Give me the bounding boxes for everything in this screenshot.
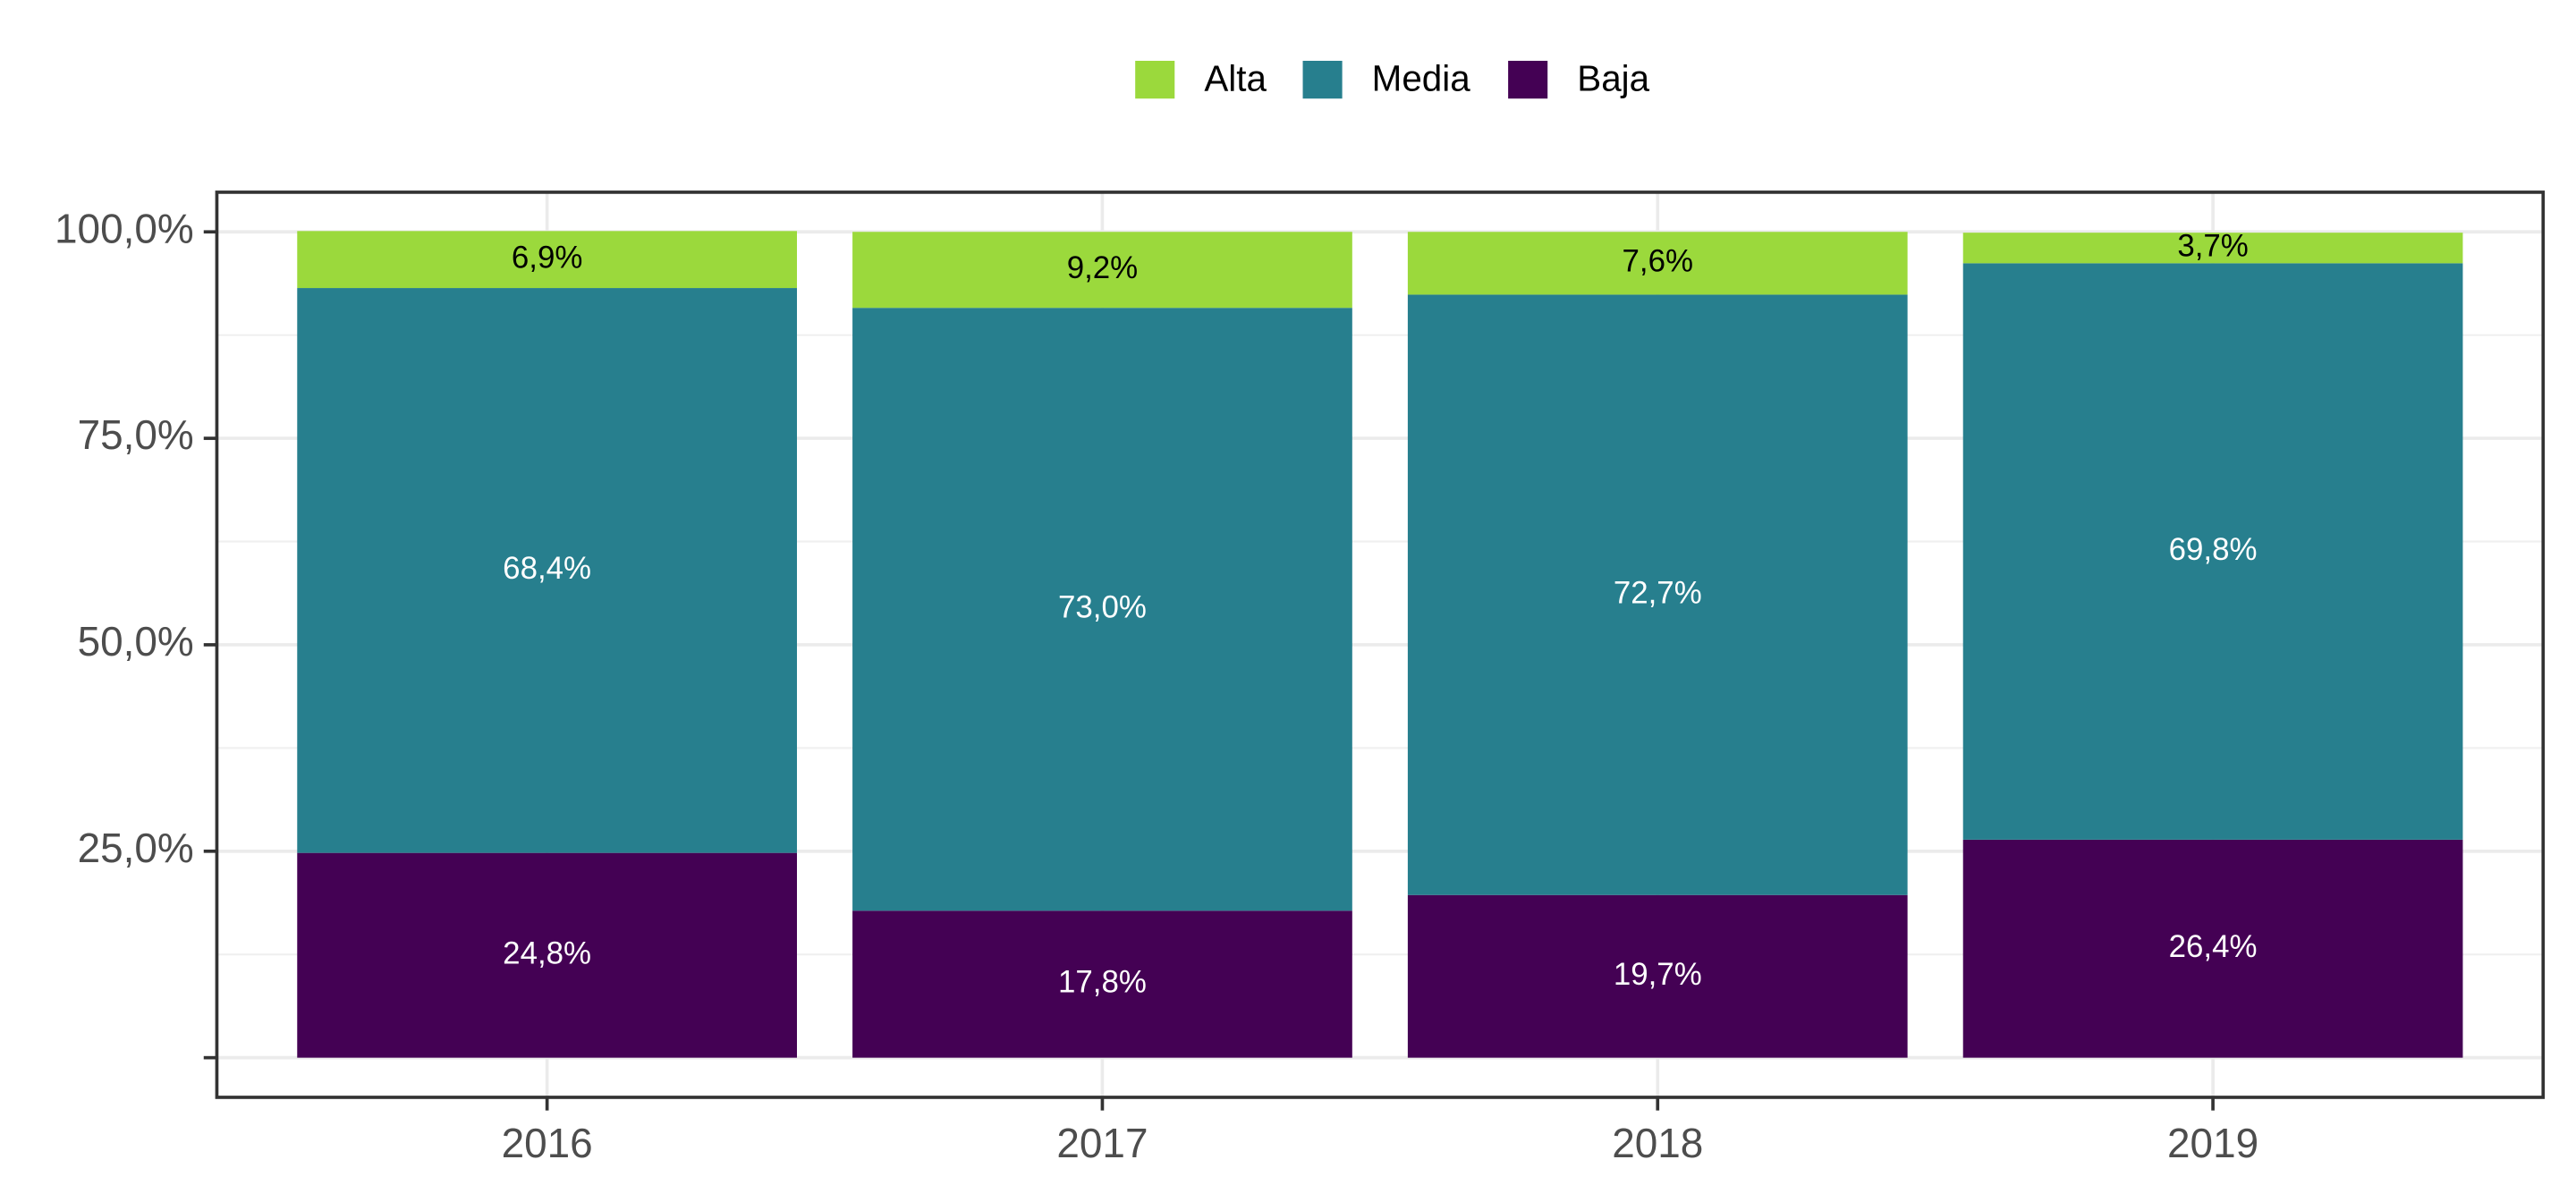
value-label: 26,4% xyxy=(2169,929,2258,964)
bar-segment xyxy=(852,232,1352,309)
value-label: 6,9% xyxy=(512,240,582,275)
legend-label: Baja xyxy=(1577,58,1649,99)
value-label: 72,7% xyxy=(1614,575,1702,610)
value-label: 7,6% xyxy=(1623,244,1693,279)
legend-label: Alta xyxy=(1204,58,1267,99)
x-tick-label: 2018 xyxy=(1612,1120,1703,1166)
value-label: 9,2% xyxy=(1067,250,1139,285)
bar-segment xyxy=(297,231,798,289)
value-label: 3,7% xyxy=(2177,228,2249,263)
value-label: 17,8% xyxy=(1058,965,1147,1000)
bar-segment xyxy=(297,852,798,1058)
y-tick-label: 25,0% xyxy=(78,825,194,871)
value-label: 68,4% xyxy=(503,551,591,586)
y-tick-label: 75,0% xyxy=(78,411,194,458)
bar-segment xyxy=(1962,263,2463,840)
legend-swatch xyxy=(1508,60,1548,99)
value-label: 69,8% xyxy=(2169,532,2258,567)
bar-segment xyxy=(852,308,1352,911)
bar-segment xyxy=(852,910,1352,1058)
legend-label: Media xyxy=(1372,58,1471,99)
panel-border xyxy=(215,190,2546,1099)
y-tick-label: 50,0% xyxy=(78,618,194,664)
bar-segment xyxy=(1962,233,2463,264)
y-tick-label: 100,0% xyxy=(55,205,194,251)
x-tick-label: 2019 xyxy=(2167,1120,2258,1166)
value-label: 19,7% xyxy=(1614,957,1702,992)
x-tick-label: 2016 xyxy=(502,1120,593,1166)
legend-swatch xyxy=(1302,60,1343,99)
bar-segment xyxy=(1962,839,2463,1058)
legend-swatch xyxy=(1135,60,1175,99)
x-tick-label: 2017 xyxy=(1056,1120,1148,1166)
bar-segment xyxy=(1407,232,1908,295)
bar-segment xyxy=(297,288,798,853)
bar-segment xyxy=(1407,294,1908,895)
value-label: 73,0% xyxy=(1058,589,1147,624)
bar-segment xyxy=(1407,894,1908,1058)
value-label: 24,8% xyxy=(503,935,591,970)
